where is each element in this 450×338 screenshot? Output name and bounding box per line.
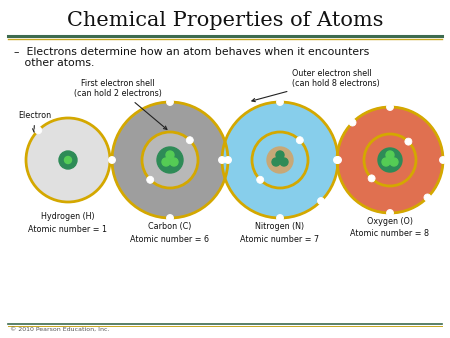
Circle shape <box>424 194 431 201</box>
Circle shape <box>382 158 390 166</box>
Circle shape <box>280 158 288 166</box>
Circle shape <box>112 102 228 218</box>
Text: Chemical Properties of Atoms: Chemical Properties of Atoms <box>67 11 383 30</box>
Circle shape <box>349 119 356 126</box>
Circle shape <box>35 127 42 134</box>
Circle shape <box>276 151 284 159</box>
Circle shape <box>166 151 174 159</box>
Circle shape <box>337 107 443 213</box>
Circle shape <box>368 175 375 182</box>
Text: Nitrogen (N)
Atomic number = 7: Nitrogen (N) Atomic number = 7 <box>240 222 320 243</box>
Circle shape <box>64 156 72 164</box>
Circle shape <box>59 151 77 169</box>
Circle shape <box>270 152 280 162</box>
Circle shape <box>364 134 416 186</box>
Circle shape <box>26 118 110 202</box>
Circle shape <box>440 156 446 164</box>
Text: Outer electron shell
(can hold 8 electrons): Outer electron shell (can hold 8 electro… <box>252 69 380 102</box>
Circle shape <box>267 147 293 173</box>
Circle shape <box>165 160 175 170</box>
Circle shape <box>186 137 194 144</box>
Circle shape <box>277 157 283 163</box>
Circle shape <box>160 152 170 162</box>
Circle shape <box>385 160 395 170</box>
Circle shape <box>390 152 400 162</box>
Circle shape <box>222 102 338 218</box>
Circle shape <box>147 176 154 183</box>
Circle shape <box>276 98 284 105</box>
Text: Carbon (C)
Atomic number = 6: Carbon (C) Atomic number = 6 <box>130 222 210 243</box>
Circle shape <box>170 158 178 166</box>
Circle shape <box>378 148 402 172</box>
Circle shape <box>166 215 174 221</box>
Circle shape <box>387 103 393 111</box>
Circle shape <box>272 158 280 166</box>
Text: First electron shell
(can hold 2 electrons): First electron shell (can hold 2 electro… <box>74 79 167 129</box>
Circle shape <box>280 152 290 162</box>
Circle shape <box>334 156 342 164</box>
Text: Oxygen (O)
Atomic number = 8: Oxygen (O) Atomic number = 8 <box>351 217 429 239</box>
Circle shape <box>276 215 284 221</box>
Circle shape <box>275 160 285 170</box>
Text: Electron: Electron <box>18 111 51 132</box>
Circle shape <box>386 151 394 159</box>
Circle shape <box>390 158 398 166</box>
Text: Hydrogen (H)
Atomic number = 1: Hydrogen (H) Atomic number = 1 <box>28 212 108 234</box>
Circle shape <box>62 154 74 166</box>
Circle shape <box>318 197 324 204</box>
Circle shape <box>108 156 116 164</box>
Circle shape <box>157 147 183 173</box>
Text: –  Electrons determine how an atom behaves when it encounters: – Electrons determine how an atom behave… <box>14 47 369 57</box>
Circle shape <box>219 156 225 164</box>
Circle shape <box>170 152 180 162</box>
Text: other atoms.: other atoms. <box>14 58 94 68</box>
Circle shape <box>296 137 303 144</box>
Circle shape <box>380 152 390 162</box>
Circle shape <box>333 156 341 164</box>
Text: © 2010 Pearson Education, Inc.: © 2010 Pearson Education, Inc. <box>10 327 109 332</box>
Circle shape <box>387 210 393 217</box>
Circle shape <box>252 132 308 188</box>
Circle shape <box>162 158 170 166</box>
Circle shape <box>256 176 264 183</box>
Circle shape <box>142 132 198 188</box>
Circle shape <box>225 156 231 164</box>
Circle shape <box>405 138 412 145</box>
Circle shape <box>166 98 174 105</box>
